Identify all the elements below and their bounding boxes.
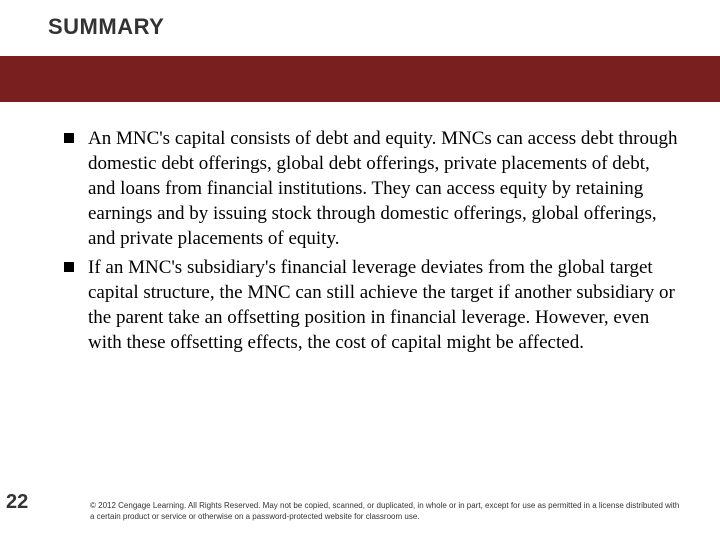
bullet-text: An MNC's capital consists of debt and eq… [88,126,680,251]
bullet-item: If an MNC's subsidiary's financial lever… [88,255,680,355]
square-bullet-icon [64,133,74,143]
page-number: 22 [6,491,28,514]
bullet-text: If an MNC's subsidiary's financial lever… [88,255,680,355]
slide-title: SUMMARY [48,14,720,40]
header-region: SUMMARY [0,0,720,56]
copyright-footer: © 2012 Cengage Learning. All Rights Rese… [90,500,680,522]
accent-band [0,56,720,102]
bullet-item: An MNC's capital consists of debt and eq… [88,126,680,251]
square-bullet-icon [64,262,74,272]
content-region: An MNC's capital consists of debt and eq… [0,102,720,355]
